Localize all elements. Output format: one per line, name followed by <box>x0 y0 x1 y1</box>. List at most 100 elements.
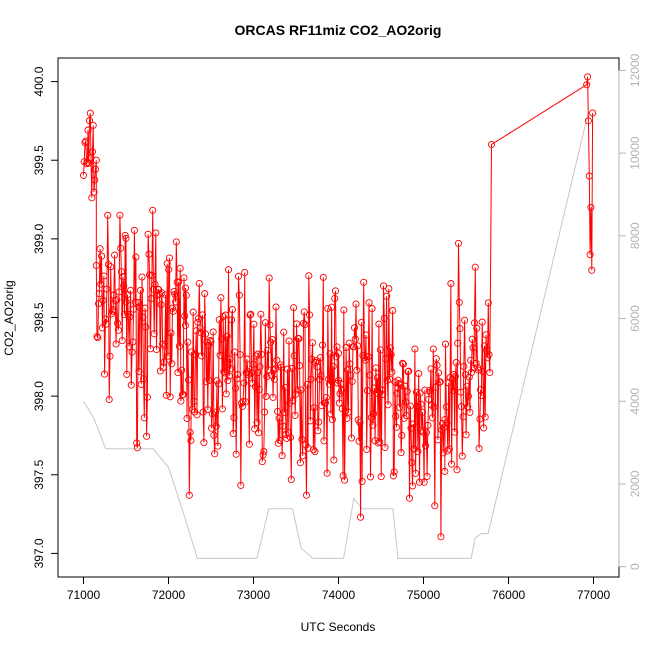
co2-point <box>136 286 145 294</box>
co2-point <box>161 342 169 350</box>
co2-point <box>302 491 311 499</box>
co2-point <box>311 448 319 456</box>
co2-point <box>456 325 464 333</box>
co2-point <box>338 386 346 394</box>
co2-point <box>293 320 301 328</box>
co2-point <box>122 234 130 242</box>
co2-point <box>389 307 397 315</box>
co2-point <box>434 436 442 444</box>
co2-point <box>320 437 328 445</box>
co2-point <box>185 491 193 499</box>
co2-point <box>175 278 183 286</box>
co2-point <box>467 356 475 364</box>
co2-point <box>104 211 112 219</box>
co2-line <box>83 76 594 537</box>
co2-point <box>318 341 327 349</box>
co2-point <box>467 368 476 376</box>
co2-point <box>111 251 119 259</box>
y2-tick-label: 6000 <box>628 305 642 332</box>
co2-point <box>378 386 386 394</box>
co2-point <box>228 306 236 314</box>
co2-point <box>399 360 407 368</box>
co2-point <box>195 314 203 322</box>
co2-point <box>441 467 449 475</box>
co2-point <box>337 380 345 388</box>
co2-point <box>345 339 353 347</box>
co2-point <box>229 430 237 438</box>
co2-point <box>286 433 295 442</box>
co2-point <box>355 437 363 445</box>
co2-point <box>94 334 102 342</box>
co2-point <box>292 390 300 398</box>
co2-point <box>111 297 119 305</box>
co2-point <box>334 349 343 357</box>
chart-title: ORCAS RF11miz CO2_AO2orig <box>235 22 442 38</box>
co2-point <box>362 331 370 339</box>
co2-point <box>83 158 91 166</box>
co2-point <box>450 370 458 379</box>
co2-point <box>395 403 404 411</box>
co2-point <box>190 397 198 405</box>
co2-point <box>460 362 468 370</box>
co2-point <box>230 414 238 422</box>
co2-point <box>316 354 324 362</box>
co2-point <box>301 320 309 329</box>
co2-point <box>474 366 482 374</box>
co2-point <box>321 399 330 407</box>
co2-point <box>409 420 417 428</box>
co2-point <box>127 381 135 389</box>
y-tick-label: 397.0 <box>32 538 46 568</box>
co2-point <box>384 401 392 409</box>
co2-point <box>152 229 160 237</box>
co2-point <box>269 393 277 401</box>
co2-point <box>289 397 297 405</box>
co2-point <box>107 263 115 271</box>
y2-tick-label: 0 <box>628 563 642 570</box>
co2-point <box>432 355 440 363</box>
co2-point <box>370 410 378 418</box>
co2-point <box>438 420 447 428</box>
co2-point <box>486 368 494 377</box>
co2-point <box>261 408 269 416</box>
co2-point <box>244 368 252 376</box>
co2-point <box>462 431 470 439</box>
co2-point <box>130 305 138 313</box>
co2-point <box>325 375 333 383</box>
co2-point <box>243 355 251 363</box>
co2-point <box>99 296 107 304</box>
co2-point <box>429 345 437 353</box>
co2-point <box>309 339 317 347</box>
co2-point <box>169 307 177 315</box>
co2-point <box>472 359 480 367</box>
co2-point <box>366 371 374 379</box>
co2-point <box>256 363 264 371</box>
co2-point <box>584 117 592 125</box>
co2-point <box>396 380 404 388</box>
co2-point <box>484 299 492 307</box>
co2-point <box>475 444 483 452</box>
co2-point <box>117 244 125 252</box>
co2-point <box>408 459 416 467</box>
co2-point <box>125 343 133 351</box>
co2-point <box>480 342 489 350</box>
co2-point <box>241 268 249 277</box>
co2-point <box>437 533 445 541</box>
co2-point <box>81 139 89 147</box>
co2-point <box>350 324 359 332</box>
co2-point <box>398 431 406 440</box>
x-tick-label: 74000 <box>322 588 356 602</box>
co2-point <box>170 287 178 296</box>
co2-point <box>215 380 223 388</box>
co2-point <box>328 303 336 311</box>
co2-point <box>381 443 389 451</box>
co2-point <box>206 336 214 344</box>
co2-point <box>448 460 456 468</box>
co2-point <box>211 408 220 416</box>
co2-point <box>96 245 104 253</box>
co2-point <box>162 291 170 299</box>
co2-point <box>251 425 259 433</box>
co2-point <box>253 418 261 426</box>
co2-point <box>166 393 174 401</box>
co2-point <box>281 383 289 392</box>
co2-point <box>181 312 189 320</box>
